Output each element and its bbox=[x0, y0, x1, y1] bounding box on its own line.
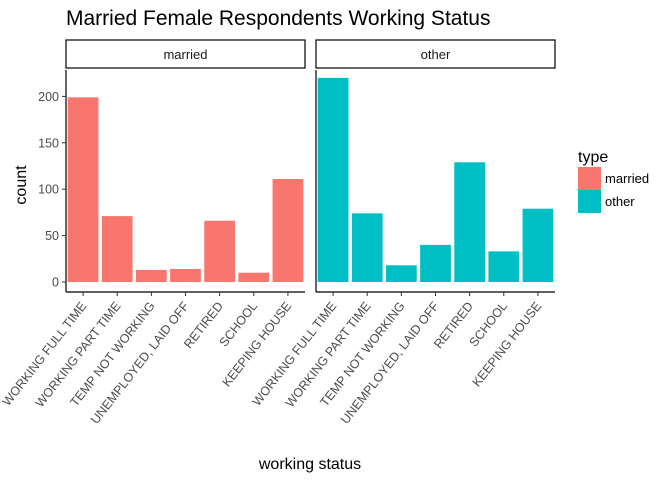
facet-strip bbox=[65, 39, 306, 69]
bar-married-2 bbox=[135, 269, 167, 282]
facet-strip-label: other bbox=[421, 47, 451, 62]
facet-strip bbox=[315, 39, 556, 69]
legend-label-married: married bbox=[605, 171, 649, 186]
y-tick-label: 0 bbox=[52, 276, 59, 290]
bar-married-1 bbox=[101, 216, 133, 282]
y-tick-label: 150 bbox=[38, 136, 59, 150]
x-axis-title: working status bbox=[258, 456, 361, 473]
bar-married-0 bbox=[67, 97, 99, 282]
chart-title: Married Female Respondents Working Statu… bbox=[66, 7, 490, 30]
y-tick-label: 100 bbox=[38, 183, 59, 197]
bar-married-6 bbox=[272, 178, 304, 282]
y-tick-label: 50 bbox=[45, 229, 59, 243]
bar-other-1 bbox=[351, 213, 383, 282]
y-axis-title: count bbox=[13, 165, 30, 205]
bar-other-3 bbox=[420, 244, 451, 282]
bar-married-4 bbox=[204, 220, 236, 282]
legend-key-other bbox=[578, 190, 601, 213]
bar-other-4 bbox=[454, 162, 486, 282]
legend-label-other: other bbox=[605, 194, 635, 209]
bar-other-0 bbox=[317, 77, 349, 282]
y-tick-label: 200 bbox=[38, 90, 59, 104]
bar-other-2 bbox=[385, 265, 417, 282]
bar-married-3 bbox=[170, 269, 201, 282]
y-axis: 0 50 100 150 200 bbox=[38, 90, 66, 290]
bar-married-5 bbox=[238, 272, 270, 282]
bar-other-6 bbox=[522, 208, 554, 282]
facet-strip-label: married bbox=[163, 47, 207, 62]
legend-key-married bbox=[578, 167, 601, 190]
legend-title: type bbox=[578, 149, 608, 166]
legend: type married other bbox=[578, 149, 649, 213]
bar-other-5 bbox=[488, 251, 520, 282]
